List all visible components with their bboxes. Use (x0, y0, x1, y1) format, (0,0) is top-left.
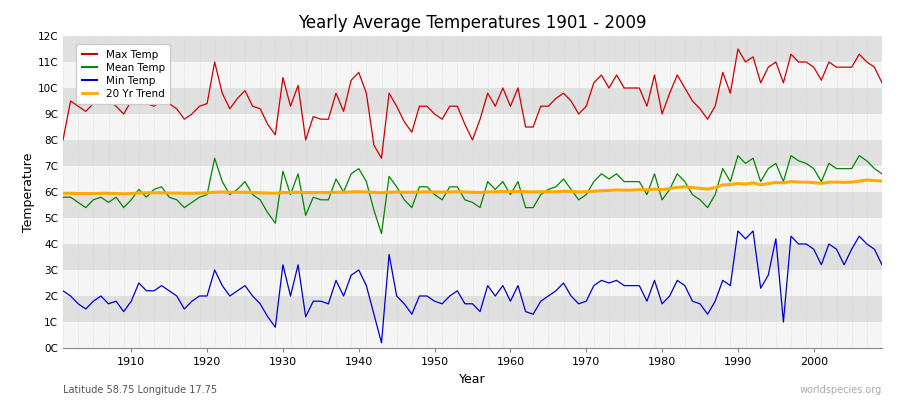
Legend: Max Temp, Mean Temp, Min Temp, 20 Yr Trend: Max Temp, Mean Temp, Min Temp, 20 Yr Tre… (76, 44, 170, 104)
X-axis label: Year: Year (459, 372, 486, 386)
Bar (63, 296, 882, 322)
Y-axis label: Temperature: Temperature (22, 152, 35, 232)
Text: worldspecies.org: worldspecies.org (800, 386, 882, 396)
Bar (63, 218, 882, 244)
Bar (63, 270, 882, 296)
Bar (63, 192, 882, 218)
Title: Yearly Average Temperatures 1901 - 2009: Yearly Average Temperatures 1901 - 2009 (298, 14, 647, 32)
Text: Latitude 58.75 Longitude 17.75: Latitude 58.75 Longitude 17.75 (63, 386, 217, 396)
Bar (63, 88, 882, 114)
Bar (63, 244, 882, 270)
Bar (63, 166, 882, 192)
Bar (63, 62, 882, 88)
Bar (63, 322, 882, 348)
Bar (63, 36, 882, 62)
Bar (63, 114, 882, 140)
Bar (63, 140, 882, 166)
